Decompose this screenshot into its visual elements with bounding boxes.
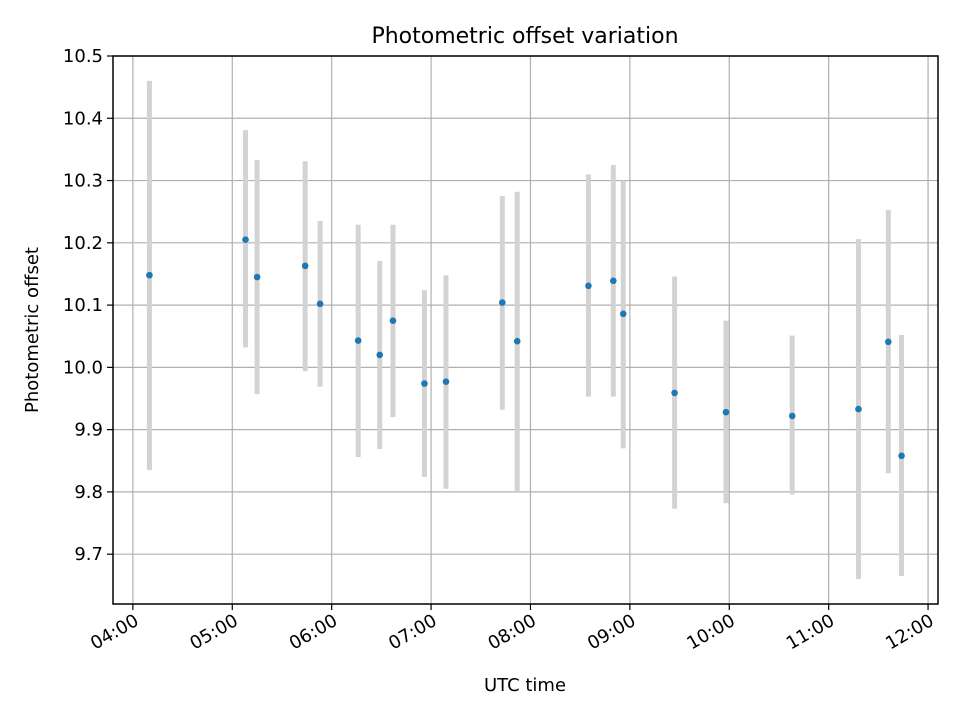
y-tick-label: 10.5 bbox=[63, 46, 103, 67]
x-axis-label: UTC time bbox=[484, 675, 566, 696]
y-tick-label: 10.3 bbox=[63, 171, 103, 192]
data-point bbox=[898, 452, 905, 460]
y-tick-label: 10.1 bbox=[63, 295, 103, 316]
data-point bbox=[253, 273, 261, 281]
y-tick-label: 10.0 bbox=[63, 357, 103, 378]
data-point bbox=[610, 277, 617, 285]
data-point bbox=[301, 262, 309, 270]
y-tick-label: 10.2 bbox=[63, 233, 103, 254]
data-point bbox=[421, 380, 428, 387]
y-tick-label: 10.4 bbox=[63, 108, 103, 129]
y-tick-label: 9.9 bbox=[74, 420, 103, 441]
data-point bbox=[885, 338, 892, 346]
data-point bbox=[146, 271, 153, 279]
y-tick-label: 9.8 bbox=[74, 482, 103, 503]
data-points bbox=[146, 236, 905, 460]
data-point bbox=[499, 299, 506, 306]
data-point bbox=[585, 282, 592, 290]
data-point bbox=[619, 310, 627, 318]
data-point bbox=[376, 351, 384, 359]
data-point bbox=[442, 378, 450, 385]
y-axis-label: Photometric offset bbox=[22, 247, 43, 413]
data-point bbox=[788, 412, 796, 420]
chart-title: Photometric offset variation bbox=[371, 24, 678, 49]
data-point bbox=[513, 337, 521, 345]
plot-frame bbox=[112, 55, 939, 605]
y-axis-ticks: 9.7 9.8 9.9 10.0 10.1 10.2 10.3 10.4 10.5 bbox=[63, 46, 113, 565]
data-point bbox=[354, 337, 362, 344]
data-point bbox=[855, 405, 862, 413]
data-point bbox=[722, 408, 730, 416]
data-point bbox=[671, 389, 678, 397]
data-point bbox=[389, 317, 397, 324]
data-point bbox=[316, 300, 324, 308]
data-point bbox=[242, 236, 249, 244]
y-tick-label: 9.7 bbox=[74, 544, 103, 565]
